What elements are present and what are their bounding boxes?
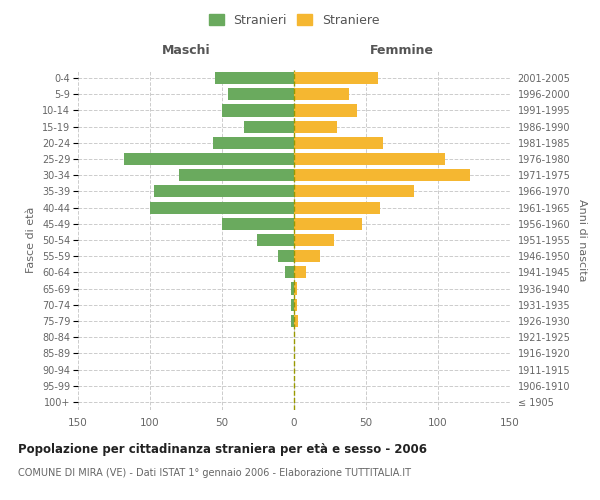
Bar [154, 186, 294, 198]
Text: Femmine: Femmine [370, 44, 434, 57]
Bar [257, 234, 294, 246]
Text: Popolazione per cittadinanza straniera per età e sesso - 2006: Popolazione per cittadinanza straniera p… [18, 442, 427, 456]
Text: COMUNE DI MIRA (VE) - Dati ISTAT 1° gennaio 2006 - Elaborazione TUTTITALIA.IT: COMUNE DI MIRA (VE) - Dati ISTAT 1° genn… [18, 468, 411, 477]
Bar [222, 104, 294, 117]
Y-axis label: Anni di nascita: Anni di nascita [577, 198, 587, 281]
Bar [228, 88, 294, 101]
Text: Maschi: Maschi [161, 44, 211, 57]
Bar [294, 153, 445, 165]
Bar [294, 72, 377, 84]
Bar [150, 202, 294, 213]
Bar [278, 250, 294, 262]
Bar [214, 137, 294, 149]
Bar [294, 137, 383, 149]
Bar [222, 218, 294, 230]
Bar [294, 266, 305, 278]
Bar [294, 282, 297, 294]
Bar [291, 315, 294, 327]
Bar [294, 88, 349, 101]
Bar [294, 169, 470, 181]
Bar [294, 104, 358, 117]
Bar [294, 120, 337, 132]
Bar [286, 266, 294, 278]
Bar [124, 153, 294, 165]
Bar [215, 72, 294, 84]
Bar [294, 202, 380, 213]
Bar [294, 234, 334, 246]
Bar [294, 218, 362, 230]
Bar [244, 120, 294, 132]
Bar [294, 298, 297, 311]
Bar [291, 298, 294, 311]
Legend: Stranieri, Straniere: Stranieri, Straniere [206, 11, 382, 29]
Bar [179, 169, 294, 181]
Y-axis label: Fasce di età: Fasce di età [26, 207, 37, 273]
Bar [294, 186, 413, 198]
Bar [294, 315, 298, 327]
Bar [294, 250, 320, 262]
Bar [291, 282, 294, 294]
